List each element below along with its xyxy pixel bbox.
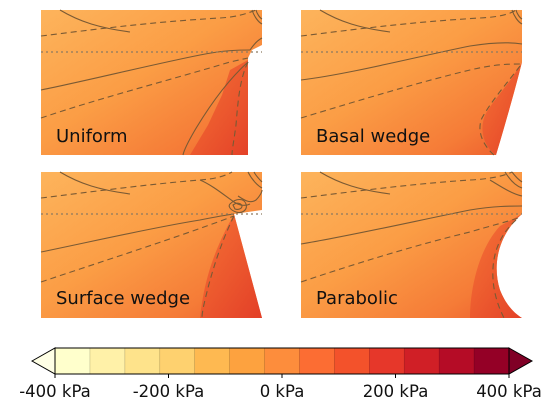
colorbar: -400 kPa -200 kPa 0 kPa 200 kPa 400 kPa: [19, 347, 542, 401]
stress-field: [301, 172, 522, 318]
stress-field: [41, 10, 262, 155]
colorbar-cell: [264, 348, 300, 374]
colorbar-cell: [229, 348, 266, 374]
panel-label: Basal wedge: [316, 126, 430, 147]
high-stress-region: [482, 62, 522, 155]
contour-lines: [300, 9, 523, 156]
high-stress-region: [190, 60, 248, 155]
panel-label: Uniform: [56, 126, 128, 147]
panel-basal-wedge: Basal wedge: [300, 9, 523, 156]
colorbar-cell: [124, 348, 161, 374]
colorbar-cell: [89, 348, 126, 374]
colorbar-cell: [299, 348, 335, 374]
colorbar-tick-label: 200 kPa: [363, 382, 429, 401]
panel-parabolic: Parabolic: [300, 171, 523, 319]
panel-label: Surface wedge: [56, 288, 190, 309]
colorbar-extend-min: [30, 347, 56, 375]
colorbar-cell: [474, 348, 510, 374]
high-stress-region: [470, 214, 522, 318]
colorbar-cell: [369, 348, 405, 374]
colorbar-cell: [439, 348, 475, 374]
colorbar-cell: [404, 348, 440, 374]
colorbar-cell: [55, 348, 91, 374]
colorbar-extend-max: [508, 347, 534, 375]
colorbar-cells: [55, 348, 510, 374]
panel-label: Parabolic: [316, 288, 398, 309]
colorbar-cell: [334, 348, 370, 374]
colorbar-cell: [159, 348, 196, 374]
colorbar-tick-label: -400 kPa: [19, 382, 91, 401]
contour-lines: [40, 9, 263, 156]
high-stress-region: [200, 214, 262, 318]
colorbar-ticks: -400 kPa -200 kPa 0 kPa 200 kPa 400 kPa: [19, 374, 542, 401]
colorbar-cell: [194, 348, 231, 374]
colorbar-tick-label: 400 kPa: [476, 382, 542, 401]
contour-lines: [40, 171, 263, 319]
colorbar-tick-label: 0 kPa: [260, 382, 305, 401]
colorbar-tick-label: -200 kPa: [133, 382, 205, 401]
panel-uniform: Uniform: [40, 9, 263, 156]
panel-surface-wedge: Surface wedge: [40, 171, 263, 319]
